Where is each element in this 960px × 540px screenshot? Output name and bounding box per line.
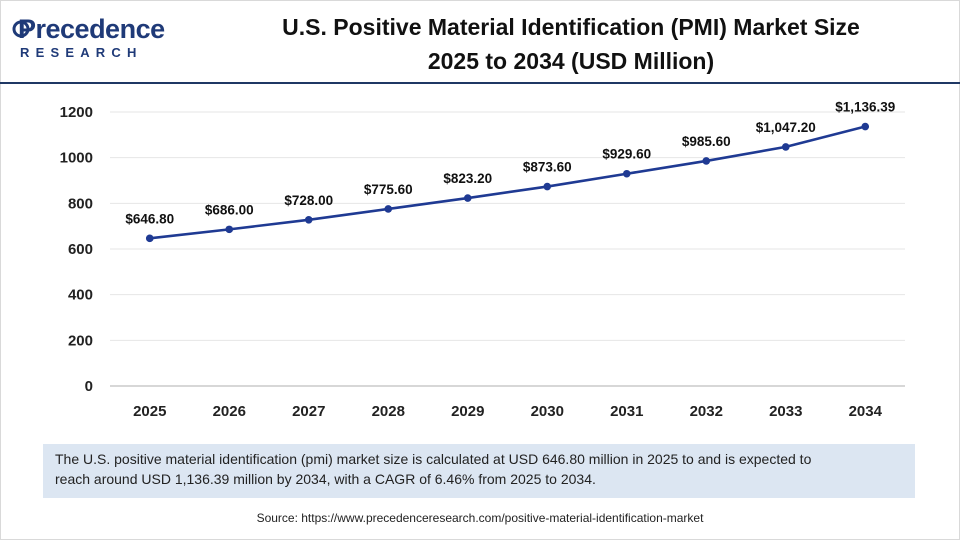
data-label: $823.20 [443, 171, 492, 186]
x-tick-label: 2029 [451, 403, 484, 420]
x-tick-label: 2034 [849, 403, 883, 420]
data-label: $775.60 [364, 182, 413, 197]
y-tick-label: 800 [68, 195, 93, 212]
y-tick-label: 0 [85, 378, 93, 395]
data-label: $728.00 [284, 193, 333, 208]
series-line [149, 125, 866, 240]
data-point [463, 194, 472, 202]
header-divider [0, 82, 960, 84]
data-point [145, 234, 154, 243]
data-label: $686.00 [205, 202, 254, 217]
data-point [702, 157, 711, 165]
data-label: $646.80 [125, 211, 174, 226]
data-label: $1,136.39 [835, 100, 895, 115]
chart-title-line1: U.S. Positive Material Identification (P… [282, 14, 860, 40]
data-point [304, 215, 313, 224]
data-label: $873.60 [523, 160, 572, 175]
brand-logo: Precedence RESEARCH [12, 12, 174, 68]
brand-subtitle: RESEARCH [20, 45, 143, 60]
x-tick-label: 2026 [213, 403, 246, 420]
y-tick-label: 400 [68, 287, 93, 304]
data-point [622, 169, 631, 178]
x-tick-label: 2030 [531, 403, 564, 420]
summary-line1: The U.S. positive material identificatio… [55, 451, 812, 467]
x-tick-label: 2032 [690, 403, 723, 420]
data-point [225, 225, 234, 234]
x-tick-label: 2028 [372, 403, 405, 420]
data-label: $929.60 [602, 147, 651, 162]
chart-title-line2: 2025 to 2034 (USD Million) [427, 48, 715, 74]
y-tick-label: 200 [68, 332, 93, 349]
x-tick-label: 2031 [610, 403, 643, 420]
data-point [384, 205, 393, 213]
source-note: Source: https://www.precedenceresearch.c… [256, 511, 704, 525]
summary-box: The U.S. positive material identificatio… [43, 444, 915, 498]
x-tick-label: 2033 [769, 403, 802, 420]
summary-line2: reach around USD 1,136.39 million by 203… [55, 471, 596, 487]
header: Precedence RESEARCH U.S. Positive Materi… [0, 0, 960, 82]
brand-name: Precedence [18, 14, 165, 44]
x-tick-label: 2025 [133, 403, 166, 420]
data-label: $1,047.20 [756, 120, 816, 135]
line-chart: 0 200 400 600 800 1000 1200 2025 2026 2027 2028 202… [60, 100, 905, 420]
logo-mark-icon [12, 20, 30, 38]
y-tick-label: 600 [68, 241, 93, 258]
y-tick-label: 1200 [60, 104, 93, 121]
data-point [543, 182, 552, 191]
data-label: $985.60 [682, 134, 731, 149]
chart-title: U.S. Positive Material Identification (P… [186, 10, 956, 78]
y-tick-label: 1000 [60, 150, 93, 167]
x-tick-label: 2027 [292, 403, 325, 420]
data-point [781, 143, 790, 151]
data-point [861, 122, 870, 131]
